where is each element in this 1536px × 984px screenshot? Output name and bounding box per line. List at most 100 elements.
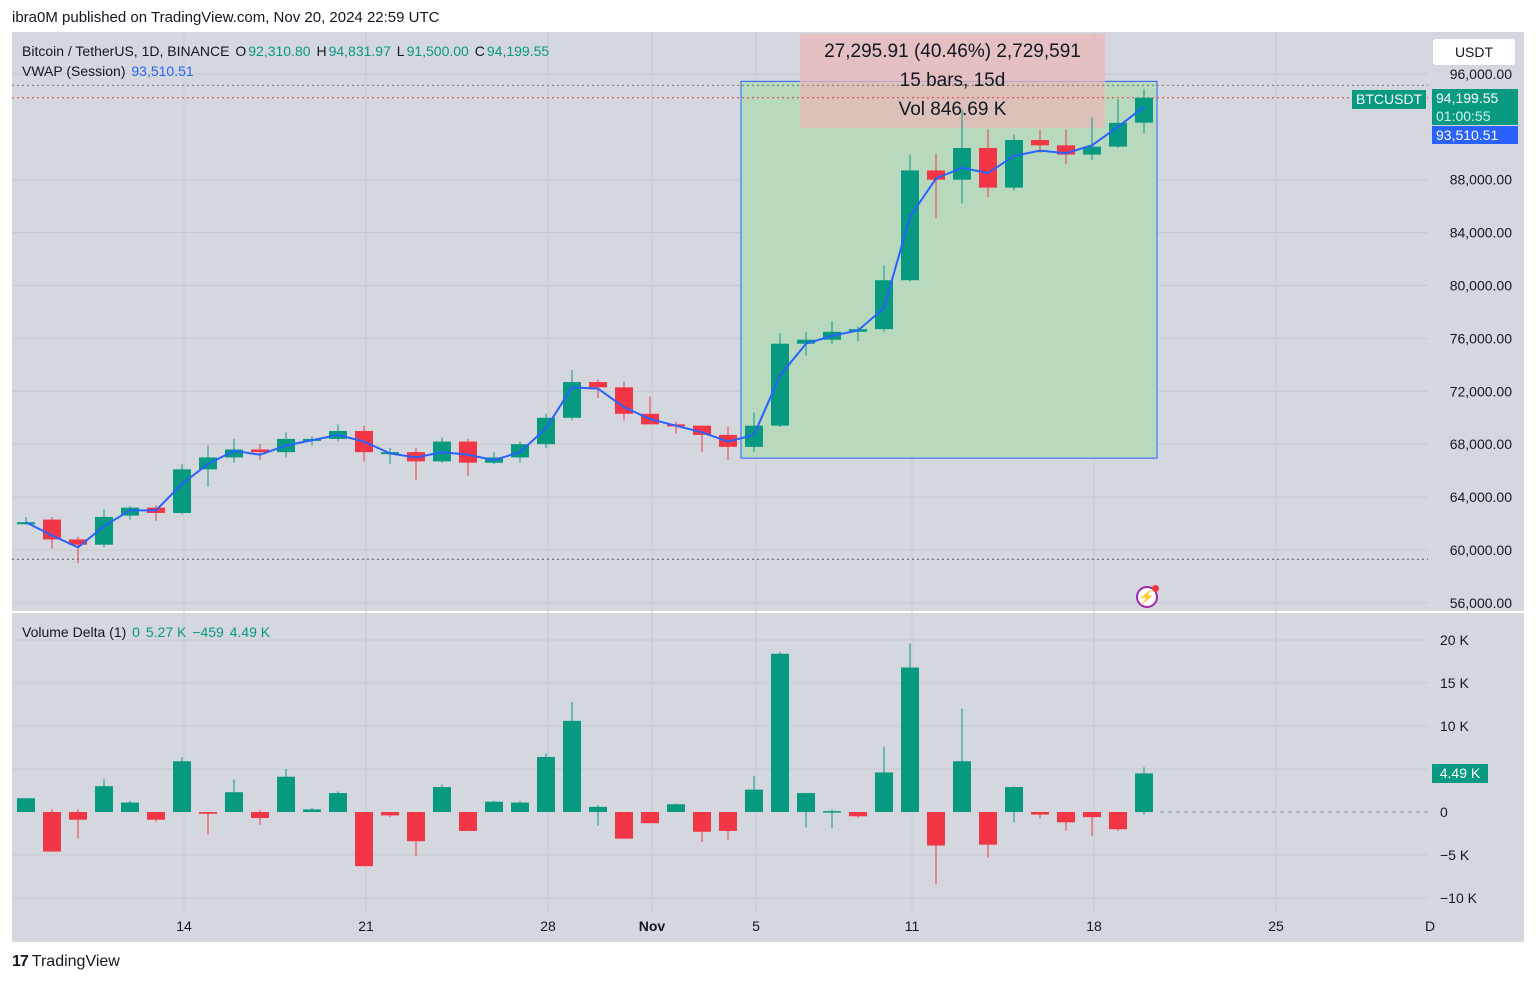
volume-delta-bar xyxy=(823,811,841,813)
volume-delta-bar xyxy=(199,812,217,814)
volume-axis-label: 0 xyxy=(1440,804,1448,820)
vwap-legend[interactable]: VWAP (Session) 93,510.51 xyxy=(22,63,196,79)
high-value: 94,831.97 xyxy=(328,43,391,59)
volume-delta-bar xyxy=(641,812,659,824)
volume-delta-bar xyxy=(1031,812,1049,815)
volume-delta-bar xyxy=(979,812,997,845)
candle-body xyxy=(1083,146,1101,155)
volume-delta-bar xyxy=(693,812,711,832)
brand-name: TradingView xyxy=(31,953,120,970)
volume-delta-series xyxy=(17,643,1153,885)
candle-body xyxy=(537,417,555,445)
volume-delta-bar xyxy=(95,786,113,812)
volume-delta-bar xyxy=(953,761,971,812)
measure-label-box xyxy=(800,34,1105,128)
symbol-price-tag[interactable]: BTCUSDT xyxy=(1352,90,1427,109)
vwap-value: 93,510.51 xyxy=(131,63,194,79)
candle-body xyxy=(797,339,815,344)
volume-delta-bar xyxy=(849,812,867,817)
low-value: 91,500.00 xyxy=(406,43,469,59)
measure-range[interactable] xyxy=(740,34,1158,459)
time-axis-label: 28 xyxy=(540,918,556,934)
volume-delta-bar xyxy=(563,720,581,812)
candle-body xyxy=(121,507,139,516)
time-axis-label: 25 xyxy=(1268,918,1284,934)
symbol-title: Bitcoin / TetherUS, 1D, BINANCE xyxy=(22,43,230,59)
vwap-price-tag[interactable]: 93,510.51 xyxy=(1432,126,1518,144)
volume-delta-bar xyxy=(433,787,451,812)
price-axis-label: 72,000.00 xyxy=(1450,383,1512,399)
volume-delta-label: Volume Delta (1) xyxy=(22,624,127,640)
time-axis-label: 11 xyxy=(905,918,920,934)
axes[interactable]: 96,000.00 88,000.00 84,000.00 80,000.00 76,0… xyxy=(176,66,1512,934)
volume-delta-v3: −459 xyxy=(192,624,224,640)
price-axis-label: 80,000.00 xyxy=(1450,278,1512,294)
volume-delta-bar xyxy=(1057,812,1075,823)
volume-delta-bar xyxy=(667,804,685,812)
volume-delta-bar xyxy=(745,789,763,812)
price-axis-label: 76,000.00 xyxy=(1450,330,1512,346)
volume-delta-bar xyxy=(277,776,295,812)
price-axis-label: 68,000.00 xyxy=(1450,436,1512,452)
time-axis-label: 21 xyxy=(358,918,374,934)
candle-body xyxy=(979,147,997,188)
published-line: ibra0M published on TradingView.com, Nov… xyxy=(12,9,440,26)
volume-delta-bar xyxy=(355,812,373,867)
candle-body xyxy=(901,170,919,281)
price-axis-label: 64,000.00 xyxy=(1450,489,1512,505)
currency-button[interactable]: USDT xyxy=(1432,38,1516,66)
lightning-icon[interactable]: ⚡ xyxy=(1136,585,1159,608)
volume-delta-bar xyxy=(537,756,555,812)
volume-axis-label: 20 K xyxy=(1440,632,1469,648)
volume-delta-bar xyxy=(173,761,191,812)
volume-delta-v2: 5.27 K xyxy=(145,624,187,640)
volume-delta-bar xyxy=(927,812,945,846)
candle-body xyxy=(225,449,243,458)
time-axis-label: 18 xyxy=(1086,918,1102,934)
volume-delta-bar xyxy=(485,801,503,812)
time-axis-label: D xyxy=(1425,918,1435,934)
low-label: L xyxy=(396,43,405,59)
candle-body xyxy=(589,382,607,388)
footer[interactable]: 17 TradingView xyxy=(12,953,120,971)
tradingview-logo-icon: 17 xyxy=(12,953,29,970)
price-axis-label: 84,000.00 xyxy=(1450,225,1512,241)
symbol-legend[interactable]: Bitcoin / TetherUS, 1D, BINANCE O 92,310.… xyxy=(22,43,551,59)
candle-body xyxy=(1057,145,1075,155)
high-label: H xyxy=(316,43,327,59)
time-axis-label: 5 xyxy=(752,918,760,934)
volume-delta-bar xyxy=(43,812,61,852)
candle-body xyxy=(563,382,581,418)
time-axis-label: 14 xyxy=(176,918,192,934)
volume-delta-bar xyxy=(511,802,529,812)
candle-body xyxy=(459,441,477,463)
price-axis-label: 96,000.00 xyxy=(1450,66,1512,82)
vwap-line xyxy=(25,106,1145,549)
volume-delta-bar xyxy=(147,812,165,820)
volume-axis-label: 10 K xyxy=(1440,718,1469,734)
volume-delta-tag: 4.49 K xyxy=(1432,764,1488,783)
vwap-label: VWAP (Session) xyxy=(22,63,126,79)
volume-axis-label: −5 K xyxy=(1440,847,1470,863)
candle-body xyxy=(69,539,87,545)
volume-delta-legend[interactable]: Volume Delta (1) 0 5.27 K −459 4.49 K xyxy=(22,624,272,640)
volume-delta-bar xyxy=(225,792,243,812)
volume-delta-bar xyxy=(251,812,269,819)
candle-body xyxy=(251,449,269,453)
volume-delta-bar xyxy=(303,809,321,812)
volume-delta-bar xyxy=(901,667,919,812)
measure-bars-text: 15 bars, 15d xyxy=(899,70,1006,91)
volume-delta-v1: 0 xyxy=(132,624,140,640)
measure-box xyxy=(740,80,1158,459)
volume-delta-bar xyxy=(797,793,815,812)
measure-change-text: 27,295.91 (40.46%) 2,729,591 xyxy=(824,41,1081,62)
open-value: 92,310.80 xyxy=(248,43,311,59)
volume-delta-bar xyxy=(719,812,737,831)
price-axis-label: 60,000.00 xyxy=(1450,542,1512,558)
last-price-tag[interactable]: 94,199.55 01:00:55 xyxy=(1432,89,1518,125)
open-label: O xyxy=(235,43,247,59)
close-value: 94,199.55 xyxy=(486,43,550,59)
volume-delta-bar xyxy=(615,812,633,839)
candle-body xyxy=(1135,97,1153,123)
